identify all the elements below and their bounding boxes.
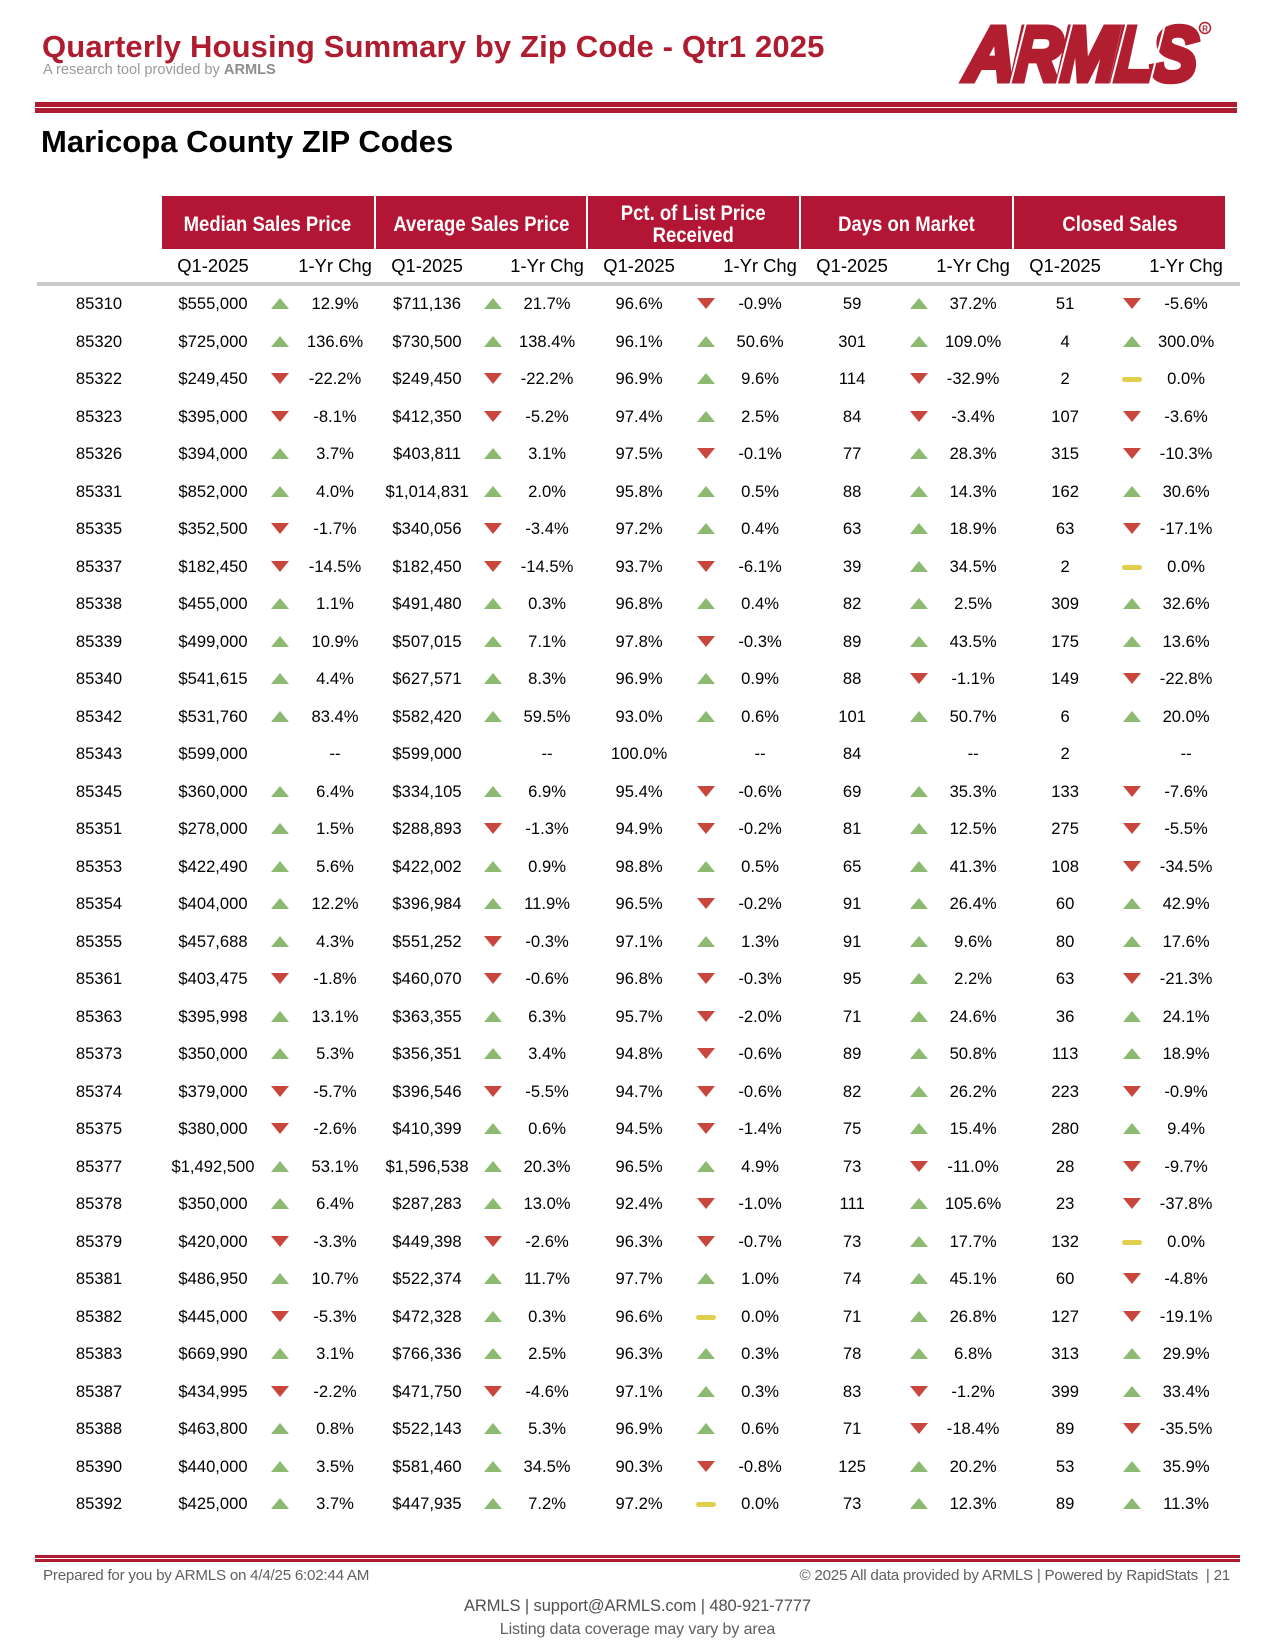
svg-text:R: R: [1202, 25, 1208, 34]
svg-text:ARMLS: ARMLS: [962, 18, 1200, 88]
